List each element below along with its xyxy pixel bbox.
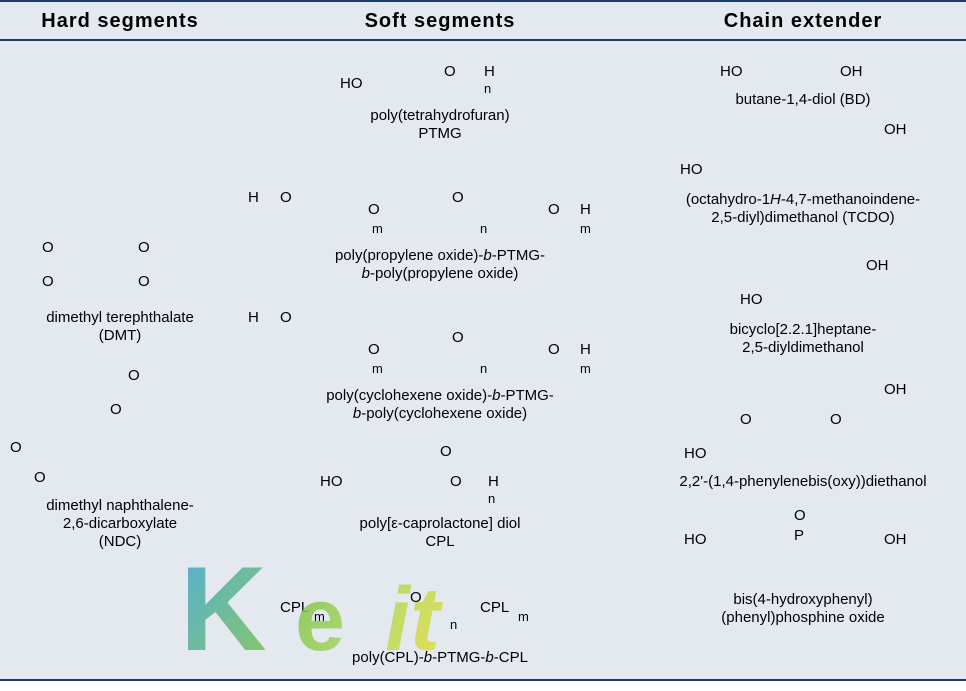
atom-O: O bbox=[410, 589, 422, 606]
atom-o: O bbox=[42, 273, 54, 290]
atom-O: O bbox=[548, 341, 560, 358]
pcho-ptmg-name: poly(cyclohexene oxide)-b-PTMG- b-poly(c… bbox=[240, 387, 640, 423]
atom-O: O bbox=[444, 63, 456, 80]
phosphine-name: bis(4-hydroxyphenyl) (phenyl)phosphine o… bbox=[640, 591, 966, 627]
cpl-diol-name: poly[ε-caprolactone] diol CPL bbox=[240, 515, 640, 551]
sub-m: m bbox=[580, 221, 591, 236]
col-hard-segments: O O O O dimethyl terephthalate (DMT) O O… bbox=[0, 40, 240, 680]
ndc-line3: (NDC) bbox=[99, 533, 142, 550]
atom-CPL: CPL bbox=[480, 599, 509, 616]
ptmg-line2: PTMG bbox=[418, 125, 461, 142]
atom-HO: HO bbox=[720, 63, 743, 80]
ndc-line2: 2,6-dicarboxylate bbox=[63, 515, 177, 532]
phenylenebis-name: 2,2'-(1,4-phenylenebis(oxy))diethanol bbox=[640, 473, 966, 491]
atom-o: O bbox=[42, 239, 54, 256]
atom-HO: HO bbox=[684, 445, 707, 462]
table-body-row: O O O O dimethyl terephthalate (DMT) O O… bbox=[0, 40, 966, 680]
atom-H: H bbox=[248, 189, 259, 206]
atom-o: O bbox=[138, 239, 150, 256]
bd-name: butane-1,4-diol (BD) bbox=[640, 91, 966, 109]
atom-OH: OH bbox=[884, 531, 907, 548]
atom-o: O bbox=[128, 367, 140, 384]
atom-OH: OH bbox=[884, 381, 907, 398]
atom-OH: OH bbox=[884, 121, 907, 138]
atom-HO: HO bbox=[684, 531, 707, 548]
atom-o: O bbox=[10, 439, 22, 456]
ppo-ptmg-name: poly(propylene oxide)-b-PTMG- b-poly(pro… bbox=[240, 247, 640, 283]
atom-o: O bbox=[138, 273, 150, 290]
atom-H: H bbox=[580, 341, 591, 358]
atom-CPL: CPL bbox=[280, 599, 309, 616]
bicyclo-name: bicyclo[2.2.1]heptane- 2,5-diyldimethano… bbox=[640, 321, 966, 357]
dmt-line1: dimethyl terephthalate bbox=[46, 309, 194, 326]
atom-HO: HO bbox=[740, 291, 763, 308]
atom-HO: HO bbox=[680, 161, 703, 178]
col-soft-segments: HO O H n poly(tetrahydrofuran) PTMG H O … bbox=[240, 40, 640, 680]
dmt-name: dimethyl terephthalate (DMT) bbox=[0, 309, 240, 345]
table-header-row: Hard segments Soft segments Chain extend… bbox=[0, 1, 966, 40]
atom-O: O bbox=[794, 507, 806, 524]
atom-O: O bbox=[440, 443, 452, 460]
atom-OH: OH bbox=[866, 257, 889, 274]
atom-HO: HO bbox=[340, 75, 363, 92]
col-chain-extender: HO OH butane-1,4-diol (BD) OH HO (octahy… bbox=[640, 40, 966, 680]
atom-o: O bbox=[34, 469, 46, 486]
sub-m: m bbox=[372, 221, 383, 236]
atom-H: H bbox=[248, 309, 259, 326]
atom-H: H bbox=[484, 63, 495, 80]
header-chain: Chain extender bbox=[640, 1, 966, 40]
cpl-ptmg-cpl-name: poly(CPL)-b-PTMG-b-CPL bbox=[240, 649, 640, 667]
sub-m: m bbox=[518, 609, 529, 624]
sub-n: n bbox=[488, 491, 495, 506]
sub-n: n bbox=[450, 617, 457, 632]
header-soft: Soft segments bbox=[240, 1, 640, 40]
atom-o: O bbox=[110, 401, 122, 418]
sub-m: m bbox=[580, 361, 591, 376]
atom-P: P bbox=[794, 527, 804, 544]
atom-O: O bbox=[280, 309, 292, 326]
ptmg-line1: poly(tetrahydrofuran) bbox=[370, 107, 509, 124]
atom-O: O bbox=[830, 411, 842, 428]
header-hard: Hard segments bbox=[0, 1, 240, 40]
atom-O: O bbox=[368, 341, 380, 358]
sub-n: n bbox=[484, 81, 491, 96]
atom-O: O bbox=[548, 201, 560, 218]
sub-m: m bbox=[372, 361, 383, 376]
atom-H: H bbox=[580, 201, 591, 218]
atom-HO: HO bbox=[320, 473, 343, 490]
segments-table: Hard segments Soft segments Chain extend… bbox=[0, 0, 966, 681]
atom-O: O bbox=[368, 201, 380, 218]
sub-m: m bbox=[314, 609, 325, 624]
atom-O: O bbox=[452, 329, 464, 346]
ndc-line1: dimethyl naphthalene- bbox=[46, 497, 194, 514]
atom-O: O bbox=[452, 189, 464, 206]
atom-O: O bbox=[740, 411, 752, 428]
sub-n: n bbox=[480, 361, 487, 376]
atom-H: H bbox=[488, 473, 499, 490]
atom-O: O bbox=[280, 189, 292, 206]
ndc-name: dimethyl naphthalene- 2,6-dicarboxylate … bbox=[0, 497, 240, 551]
dmt-line2: (DMT) bbox=[99, 327, 141, 344]
ptmg-name: poly(tetrahydrofuran) PTMG bbox=[240, 107, 640, 143]
atom-OH: OH bbox=[840, 63, 863, 80]
sub-n: n bbox=[480, 221, 487, 236]
tcdo-name: (octahydro-1H-4,7-methanoindene- 2,5-diy… bbox=[640, 191, 966, 227]
atom-O: O bbox=[450, 473, 462, 490]
